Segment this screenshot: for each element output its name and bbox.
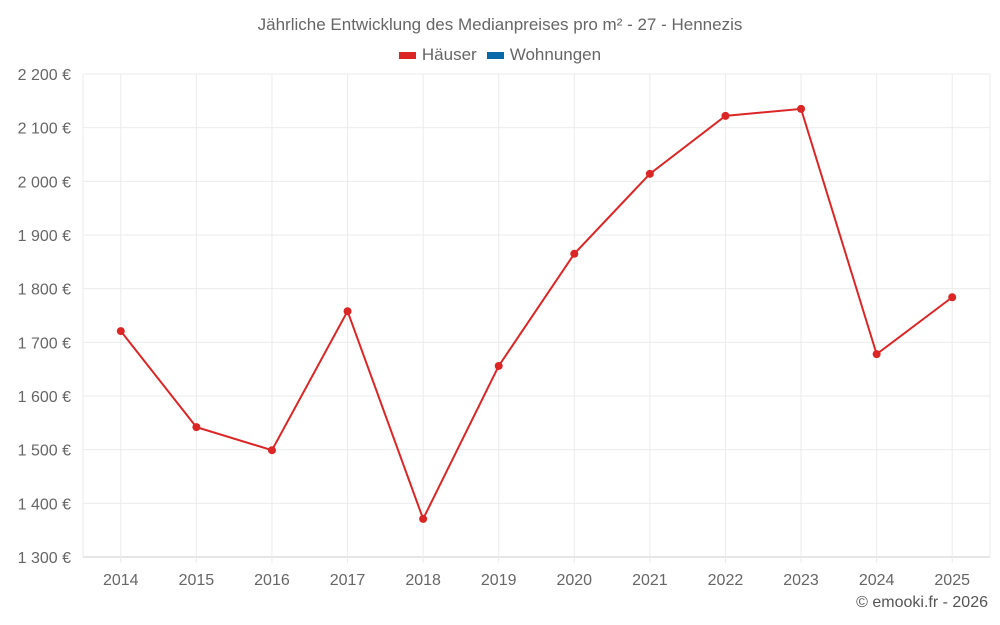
data-point: [721, 111, 730, 120]
y-tick-label: 1 300 €: [18, 550, 71, 567]
chart-title: Jährliche Entwicklung des Medianpreises …: [257, 15, 743, 34]
y-tick-label: 2 000 €: [18, 174, 71, 191]
x-tick-label: 2024: [859, 572, 895, 589]
data-point: [645, 169, 654, 178]
legend-swatch-haeuser: [398, 51, 416, 59]
series-line-Häuser: [120, 107, 953, 522]
x-tick-label: 2023: [783, 572, 819, 589]
y-tick-label: 1 700 €: [18, 335, 71, 352]
y-tick-label: 2 100 €: [18, 121, 71, 138]
y-tick-label: 1 400 €: [18, 496, 71, 513]
x-tick-label: 2025: [934, 572, 970, 589]
y-tick-label: 2 200 €: [18, 67, 71, 84]
x-tick-label: 2020: [556, 572, 592, 589]
legend-label: Wohnungen: [509, 45, 602, 64]
legend-swatch-wohnungen: [486, 51, 504, 59]
data-point: [192, 423, 201, 432]
data-point: [797, 104, 806, 113]
data-point: [419, 514, 428, 523]
x-tick-label: 2017: [330, 572, 366, 589]
x-tick-label: 2015: [179, 572, 215, 589]
y-tick-label: 1 600 €: [18, 389, 71, 406]
data-point: [116, 327, 125, 336]
x-tick-label: 2022: [708, 572, 744, 589]
data-point: [570, 249, 579, 258]
legend-item-wohnungen[interactable]: Wohnungen: [486, 45, 602, 65]
credit-text: © emooki.fr - 2026: [856, 594, 988, 611]
x-tick-label: 2021: [632, 572, 668, 589]
data-point: [267, 446, 276, 455]
data-point: [872, 350, 881, 359]
x-tick-label: 2018: [405, 572, 441, 589]
legend-item-haeuser[interactable]: Häuser: [398, 45, 477, 65]
x-tick-label: 2014: [103, 572, 139, 589]
y-tick-label: 1 500 €: [18, 443, 71, 460]
legend: Häuser Wohnungen: [0, 45, 1000, 65]
data-point: [494, 361, 503, 370]
legend-label: Häuser: [421, 45, 477, 64]
data-point: [948, 293, 957, 302]
x-tick-label: 2019: [481, 572, 517, 589]
x-tick-label: 2016: [254, 572, 290, 589]
data-point: [343, 307, 352, 316]
y-tick-label: 1 800 €: [18, 282, 71, 299]
y-tick-label: 1 900 €: [18, 228, 71, 245]
